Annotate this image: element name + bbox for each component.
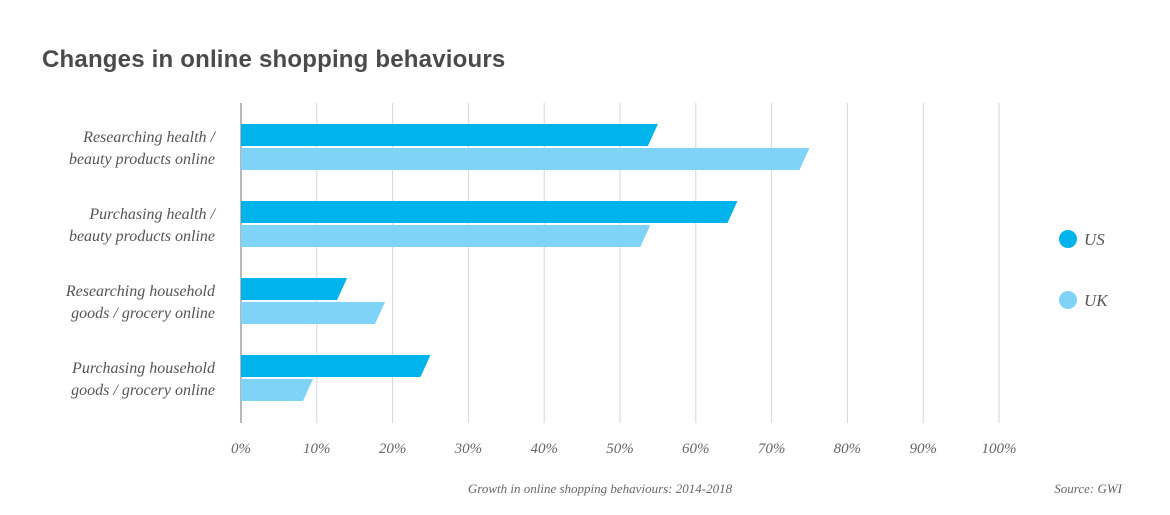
category-labels: Researching health / beauty products onli… xyxy=(65,129,217,399)
x-tick-label-50: 50% xyxy=(606,441,634,457)
x-axis-label-text: Growth in online shopping behaviours: 20… xyxy=(467,481,733,496)
category-label-1-line-0: Purchasing health / xyxy=(88,206,216,223)
legend-marker-us xyxy=(1059,230,1077,248)
legend: US UK xyxy=(1059,230,1109,310)
category-label-0-line-1: beauty products online xyxy=(69,151,215,168)
bars xyxy=(241,124,810,401)
category-label-1-line-1: beauty products online xyxy=(69,228,215,245)
category-label-3-line-1: goods / grocery online xyxy=(71,382,215,399)
x-tick-label-40: 40% xyxy=(530,441,558,457)
bar-uk-3 xyxy=(241,379,314,401)
legend-marker-uk xyxy=(1059,291,1077,309)
chart-title: Changes in online shopping behaviours xyxy=(42,46,506,73)
bar-us-0 xyxy=(241,124,658,146)
x-axis-label: Growth in online shopping behaviours: 20… xyxy=(0,481,1170,497)
x-tick-label-60: 60% xyxy=(682,441,710,457)
x-tick-label-30: 30% xyxy=(454,441,483,457)
bar-us-3 xyxy=(241,355,431,377)
x-tick-label-0: 0% xyxy=(231,441,251,457)
bar-us-1 xyxy=(241,201,738,223)
x-tick-label-80: 80% xyxy=(834,441,862,457)
x-tick-label-10: 10% xyxy=(303,441,331,457)
category-label-2-line-0: Researching household xyxy=(65,283,216,300)
bar-uk-2 xyxy=(241,302,386,324)
x-tick-label-90: 90% xyxy=(909,441,937,457)
x-tick-label-100: 100% xyxy=(982,441,1017,457)
category-label-0-line-0: Researching health / xyxy=(82,129,216,146)
category-label-2-line-1: goods / grocery online xyxy=(71,305,215,322)
x-tick-label-20: 20% xyxy=(379,441,407,457)
bar-uk-0 xyxy=(241,148,810,170)
bar-us-2 xyxy=(241,278,348,300)
source-note: Source: GWI xyxy=(1054,481,1122,496)
bar-uk-1 xyxy=(241,225,651,247)
x-tick-label-70: 70% xyxy=(758,441,786,457)
legend-label-us: US xyxy=(1084,230,1105,249)
category-label-3-line-0: Purchasing household xyxy=(71,360,216,377)
x-tick-labels: 0% 10% 20% 30% 40% 50% 60% 70% 80% 90% 100% xyxy=(231,441,1017,457)
legend-label-uk: UK xyxy=(1084,291,1109,310)
